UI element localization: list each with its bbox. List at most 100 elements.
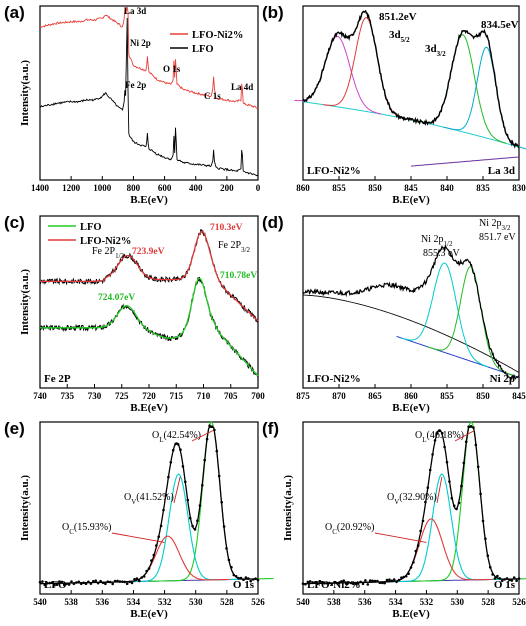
- data-point: [215, 449, 219, 453]
- data-point: [337, 581, 341, 585]
- data-point: [313, 581, 317, 584]
- plot-frame: [39, 5, 259, 181]
- data-point: [38, 580, 42, 584]
- panel-label: (d): [262, 213, 284, 232]
- data-point: [203, 458, 206, 462]
- x-axis-label: B.E(eV): [130, 194, 168, 206]
- data-point: [145, 569, 148, 573]
- x-tick-label: 855: [332, 183, 346, 193]
- data-point: [159, 524, 163, 528]
- data-point: [113, 579, 117, 583]
- x-tick-label: 526: [251, 597, 265, 607]
- data-point: [388, 578, 391, 581]
- data-point: [412, 561, 415, 564]
- data-point: [361, 582, 365, 586]
- legend-label: LFO: [80, 222, 102, 233]
- data-point: [167, 475, 170, 479]
- y-axis-label: Intensity(a.u.): [282, 475, 294, 541]
- data-point: [301, 582, 305, 585]
- data-point: [89, 582, 93, 585]
- x-tick-label: 840: [440, 183, 454, 193]
- data-point: [239, 576, 243, 580]
- data-point: [79, 582, 83, 585]
- data-point: [515, 579, 518, 582]
- data-point: [467, 425, 470, 429]
- data-point: [402, 575, 406, 579]
- data-point: [306, 580, 310, 584]
- data-point: [464, 440, 468, 444]
- envelope-line: [302, 9, 520, 149]
- data-point: [65, 582, 68, 586]
- x-tick-label: 715: [170, 391, 184, 401]
- data-point: [123, 580, 127, 584]
- data-point: [171, 448, 175, 452]
- envelope-line: [302, 244, 520, 382]
- envelope-line: [303, 426, 519, 585]
- component-peak: [323, 16, 410, 121]
- component-label: OV(32.90%): [387, 492, 437, 506]
- data-point: [510, 579, 514, 582]
- x-tick-label: 735: [61, 391, 75, 401]
- data-point: [70, 580, 73, 583]
- component-label: OC(20.92%): [325, 522, 374, 536]
- data-point: [373, 579, 377, 583]
- data-point: [419, 529, 422, 533]
- data-point: [320, 580, 324, 584]
- data-point: [445, 460, 449, 464]
- data-point: [184, 480, 187, 484]
- data-point: [436, 432, 439, 435]
- data-point: [55, 583, 59, 586]
- corner-label-right: Ni 2p: [490, 373, 515, 385]
- x-tick-label: 865: [368, 391, 382, 401]
- data-point: [517, 577, 521, 580]
- data-point: [332, 581, 336, 584]
- corner-label-left: LFO-Ni2%: [307, 579, 361, 591]
- data-point: [133, 577, 136, 581]
- x-tick-label: 1000: [93, 183, 112, 193]
- annotation: Ni 2p3/2: [479, 218, 511, 232]
- data-point: [84, 582, 88, 585]
- data-point: [104, 582, 107, 586]
- data-point: [152, 553, 156, 557]
- annotation: 855.3 eV: [423, 248, 460, 259]
- data-point: [455, 507, 458, 511]
- leader-line: [374, 532, 427, 543]
- data-point: [354, 582, 358, 586]
- leader-line: [436, 476, 443, 504]
- data-point: [82, 581, 85, 585]
- data-point: [92, 580, 95, 583]
- data-point: [237, 576, 240, 580]
- data-point: [323, 581, 326, 585]
- annotation: 834.5eV: [481, 19, 519, 31]
- data-point: [75, 581, 78, 584]
- x-tick-label: 530: [189, 597, 203, 607]
- data-point: [162, 508, 165, 512]
- data-point: [62, 583, 66, 587]
- data-point: [397, 578, 401, 582]
- data-point: [390, 579, 394, 583]
- panel-label: (c): [4, 213, 25, 232]
- x-tick-label: 540: [296, 597, 310, 607]
- data-point: [364, 579, 367, 582]
- component-peak: [443, 46, 526, 150]
- data-point: [249, 579, 252, 583]
- x-tick-label: 725: [115, 391, 129, 401]
- data-point: [227, 558, 231, 562]
- data-point: [340, 580, 343, 583]
- data-point: [335, 581, 338, 585]
- data-point: [251, 578, 255, 581]
- x-tick-label: 540: [33, 597, 47, 607]
- annotation: La 3d: [124, 6, 146, 16]
- data-point: [198, 504, 202, 507]
- data-point: [328, 581, 331, 585]
- data-point: [484, 537, 487, 540]
- data-point: [247, 577, 250, 580]
- x-tick-label: 534: [389, 597, 403, 607]
- data-point: [164, 493, 168, 497]
- data-point: [308, 580, 312, 583]
- baseline-line: [410, 156, 520, 167]
- data-point: [48, 581, 51, 585]
- data-point: [476, 465, 480, 469]
- leader-line: [173, 476, 181, 504]
